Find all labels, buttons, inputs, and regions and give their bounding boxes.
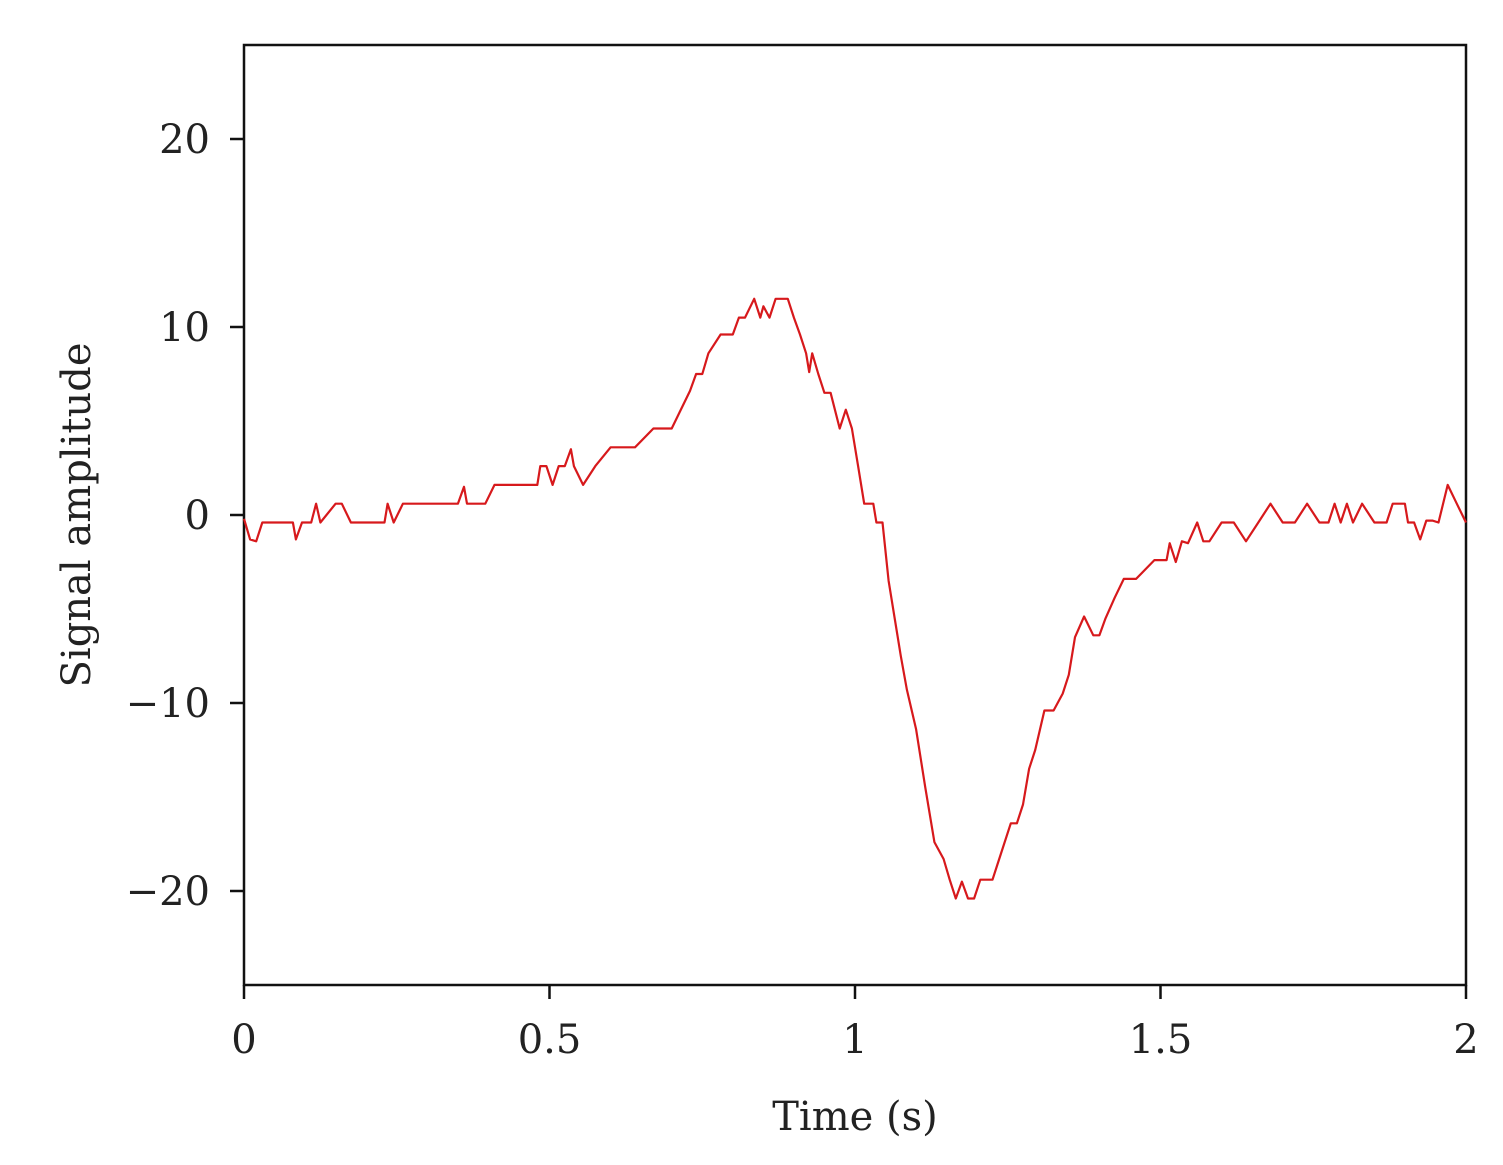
x-tick-label: 1.5 (1129, 1017, 1193, 1063)
signal-series-line (242, 297, 1467, 900)
y-tick-label: 20 (159, 117, 210, 163)
plot-frame (242, 43, 1468, 987)
y-tick-label: 0 (185, 493, 210, 539)
y-tick-label: −10 (126, 681, 210, 727)
x-tick-label: 0 (231, 1017, 256, 1063)
x-tick-label: 2 (1453, 1017, 1478, 1063)
y-axis-ticks: 20 10 0 −10 −20 (126, 117, 244, 915)
series-layer (242, 297, 1467, 900)
y-axis-title: Signal amplitude (54, 343, 100, 688)
x-axis-ticks: 0 0.5 1 1.5 2 (231, 985, 1479, 1063)
x-tick-label: 1 (842, 1017, 867, 1063)
y-tick-label: 10 (159, 305, 210, 351)
x-tick-label: 0.5 (518, 1017, 582, 1063)
x-axis-title: Time (s) (772, 1094, 938, 1140)
y-tick-label: −20 (126, 869, 210, 915)
